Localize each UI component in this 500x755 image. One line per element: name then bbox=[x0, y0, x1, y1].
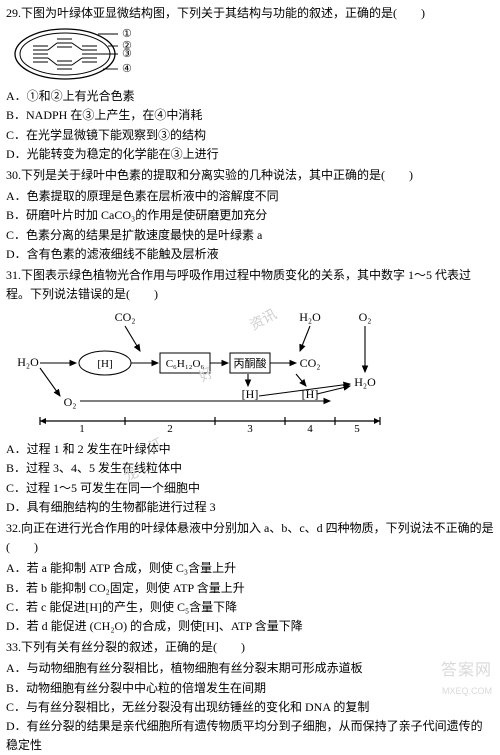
q29-opt-d: D．光能转变为稳定的化学能在③上进行 bbox=[6, 145, 494, 164]
q29-diagram: ① ② ③ ④ bbox=[10, 25, 494, 83]
q31-n2: 2 bbox=[167, 423, 173, 435]
q31-opt-b: B．过程 3、4、5 发生在线粒体中 bbox=[6, 459, 494, 478]
q29-label-4: ④ bbox=[122, 63, 132, 75]
q31-co2-top: CO₂ bbox=[115, 310, 136, 324]
q31-co2-r: CO₂ bbox=[300, 356, 321, 370]
q33-opt-a: A．与动物细胞有丝分裂相比，植物细胞有丝分裂末期可形成赤道板 bbox=[6, 659, 494, 678]
q31-h2o-r: H₂O bbox=[354, 375, 376, 389]
q29-stem: 29.下图为叶绿体亚显微结构图，下列关于其结构与功能的叙述，正确的是( ) bbox=[6, 4, 494, 23]
q31-opt-c: C．过程 1～5 可发生在同一个细胞中 bbox=[6, 479, 494, 498]
q31-n4: 4 bbox=[307, 423, 313, 435]
q29-opt-b: B．NADPH 在③上产生，在④中消耗 bbox=[6, 106, 494, 125]
q29-label-1: ① bbox=[122, 28, 132, 40]
q33-opt-d: D．有丝分裂的结果是亲代细胞所有遗传物质平均分到子细胞，从而保持了亲子代间遗传的… bbox=[6, 717, 494, 755]
q30-opt-b: B．研磨叶片时加 CaCO₃的作用是使研磨更加充分 bbox=[6, 206, 494, 225]
q31-h-b1: [H] bbox=[242, 387, 259, 401]
q31-o2-top: O₂ bbox=[359, 310, 372, 324]
q30-opt-a: A．色素提取的原理是色素在层析液中的溶解度不同 bbox=[6, 187, 494, 206]
q31-n5: 5 bbox=[354, 423, 360, 435]
q31-h2o-top: H₂O bbox=[299, 310, 321, 324]
q31-opt-a: A．过程 1 和 2 发生在叶绿体中 bbox=[6, 440, 494, 459]
q30-stem: 30.下列是关于绿叶中色素的提取和分离实验的几种说法，其中正确的是( ) bbox=[6, 166, 494, 185]
q33-opt-c: C．与有丝分裂相比，无丝分裂没有出现纺锤丝的变化和 DNA 的复制 bbox=[6, 698, 494, 717]
q31-h-oval: [H] bbox=[97, 358, 112, 370]
q31-c6: C₆H₁₂O₆ bbox=[166, 358, 205, 370]
q33-stem: 33.下列有关有丝分裂的叙述，正确的是( ) bbox=[6, 638, 494, 657]
q31-h2o-left: H₂O bbox=[17, 355, 39, 369]
q32-stem: 32.向正在进行光合作用的叶绿体悬液中分别加入 a、b、c、d 四种物质，下列说… bbox=[6, 519, 494, 557]
q32-opt-c: C．若 c 能促进[H]的产生，则使 C₅含量下降 bbox=[6, 598, 494, 617]
q29-opt-a: A．①和②上有光合色素 bbox=[6, 87, 494, 106]
watermark: 答案网MXEQ.COM bbox=[441, 658, 492, 698]
q30-opt-c: C．色素分离的结果是扩散速度最快的是叶绿素 a bbox=[6, 226, 494, 245]
q29-label-3: ③ bbox=[122, 48, 132, 60]
q32-opt-a: A．若 a 能抑制 ATP 合成，则使 C₃含量上升 bbox=[6, 559, 494, 578]
q32-opt-d: D．若 d 能促进 (CH₂O) 的合成，则使[H]、ATP 含量下降 bbox=[6, 617, 494, 636]
q31-n3: 3 bbox=[247, 423, 253, 435]
q31-n1: 1 bbox=[79, 423, 85, 435]
q30-opt-d: D．含有色素的滤液细线不能触及层析液 bbox=[6, 245, 494, 264]
q33-opt-b: B．动物细胞有丝分裂中中心粒的倍增发生在间期 bbox=[6, 679, 494, 698]
q31-diagram: CO₂ H₂O O₂ H₂O [H] C₆H₁₂O₆ 丙酮酸 CO₂ O₂ [H… bbox=[10, 306, 494, 436]
q29-opt-c: C．在光学显微镜下能观察到③的结构 bbox=[6, 126, 494, 145]
q31-pyr: 丙酮酸 bbox=[234, 356, 267, 370]
q31-opt-d: D．具有细胞结构的生物都能进行过程 3 bbox=[6, 498, 494, 517]
q31-stem: 31.下图表示绿色植物光合作用与呼吸作用过程中物质变化的关系，其中数字 1～5 … bbox=[6, 266, 494, 304]
q32-opt-b: B．若 b 能抑制 CO₂固定，则使 ATP 含量上升 bbox=[6, 579, 494, 598]
q31-o2-b: O₂ bbox=[64, 395, 77, 409]
